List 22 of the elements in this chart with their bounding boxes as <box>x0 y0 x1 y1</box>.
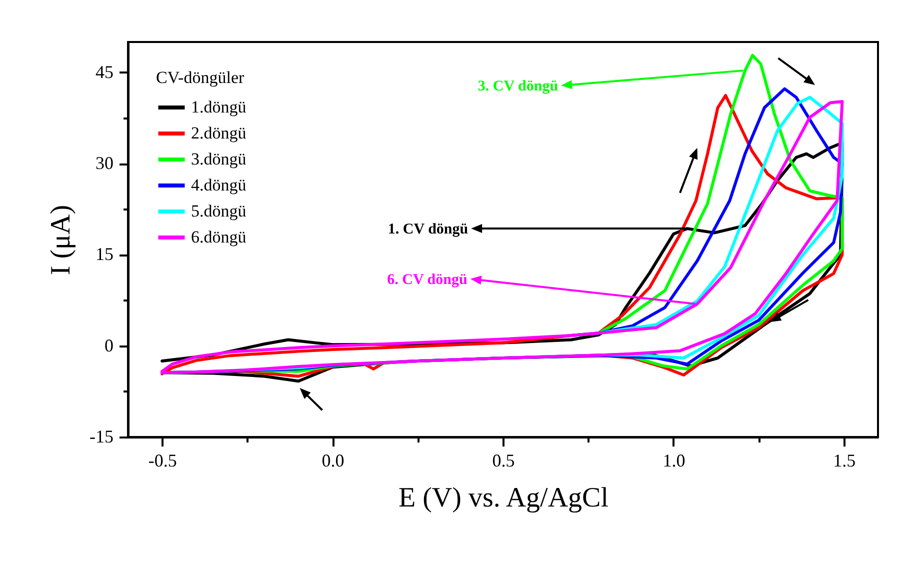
legend-label: 5.döngü <box>191 202 247 220</box>
y-tick-label: 0 <box>104 335 114 356</box>
legend-label: 4.döngü <box>191 176 247 194</box>
legend-label: 1.döngü <box>191 98 247 116</box>
y-axis-title: I (μA) <box>46 204 77 276</box>
legend-label: 6.döngü <box>191 228 247 246</box>
x-tick-label: 1.0 <box>662 450 686 470</box>
y-tick-label: 45 <box>96 62 114 82</box>
y-tick-label: 15 <box>96 244 114 264</box>
x-tick-label: 0.5 <box>492 450 515 470</box>
x-tick-label: -0.5 <box>148 450 177 470</box>
y-tick-label: 30 <box>96 153 114 174</box>
x-tick-label: 1.5 <box>833 450 856 470</box>
y-tick-label: -15 <box>90 426 114 446</box>
legend-label: 2.döngü <box>191 124 247 142</box>
annotation: 1. CV döngü <box>388 222 468 238</box>
legend-title: CV-döngüler <box>156 68 244 87</box>
x-tick-label: 0.0 <box>322 450 344 470</box>
x-axis-title: E (V) vs. Ag/AgCl <box>398 482 609 514</box>
annotation: 3. CV döngü <box>478 78 558 95</box>
legend-label: 3.döngü <box>191 150 247 168</box>
annotation: 6. CV döngü <box>387 272 468 288</box>
